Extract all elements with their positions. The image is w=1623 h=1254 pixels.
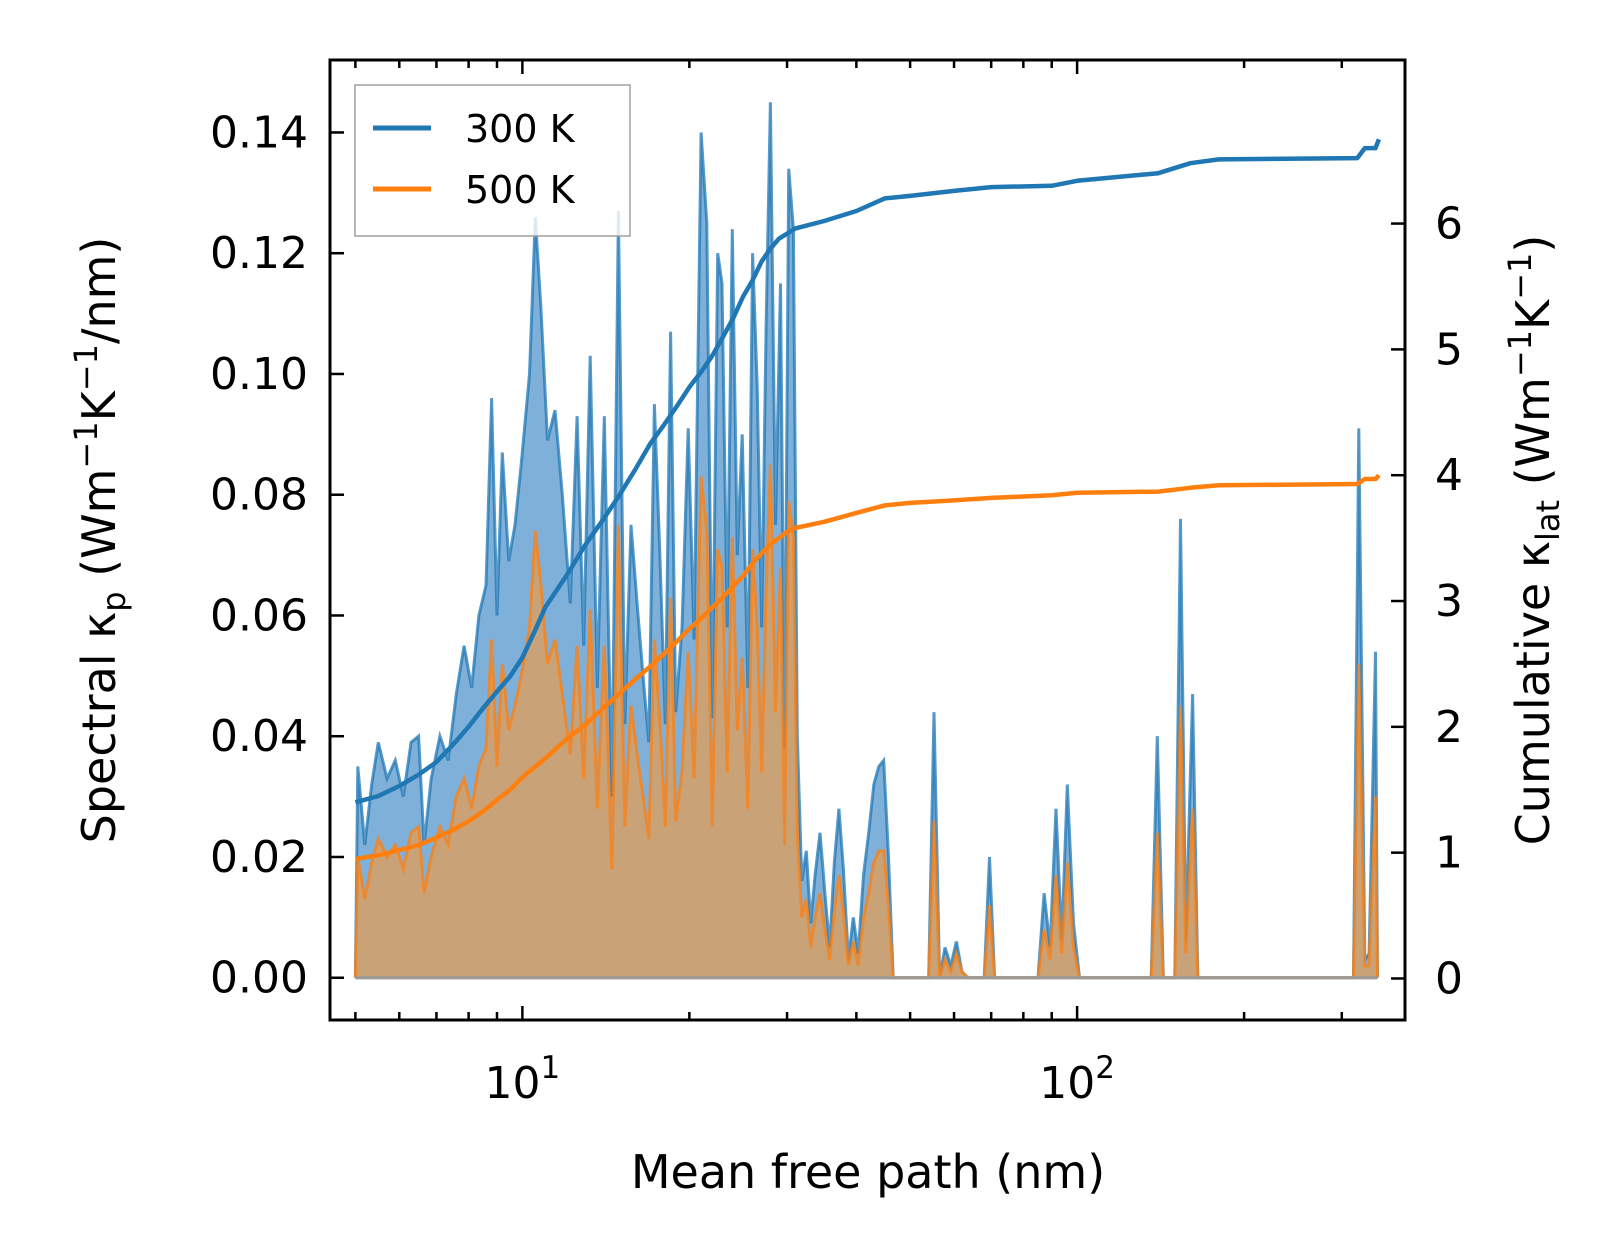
y-left-title-sup1: −1 bbox=[67, 421, 105, 468]
y-right-tick-label: 6 bbox=[1435, 199, 1463, 250]
plot-frame bbox=[328, 58, 1407, 1022]
y-left-tick-label: 0.04 bbox=[210, 711, 308, 762]
y-left-axis-title: Spectral κp (Wm−1K−1/nm) bbox=[67, 237, 133, 844]
y-right-tick-label: 4 bbox=[1435, 450, 1463, 501]
x-tick-label-exp: 2 bbox=[1095, 1050, 1115, 1086]
y-right-tick-label: 3 bbox=[1435, 576, 1463, 627]
y-right-tick-label: 2 bbox=[1435, 702, 1463, 753]
y-left-tick-label: 0.12 bbox=[210, 228, 308, 279]
y-right-title-post2: K bbox=[1506, 298, 1560, 330]
ticks: 0.00 0.02 0.04 0.06 0.08 0.10 0.12 0.14 0 1 2 3 4 5 6 1… bbox=[210, 60, 1463, 1109]
y-left-title-pre: Spectral κ bbox=[72, 612, 126, 844]
y-left-title-post1: (Wm bbox=[72, 469, 126, 592]
cumulative-line-300k bbox=[354, 138, 1381, 805]
y-right-title-sup1: −1 bbox=[1501, 330, 1539, 377]
y-left-tick-label: 0.10 bbox=[210, 349, 308, 400]
y-left-title-sub: p bbox=[95, 591, 133, 611]
x-tick-label: 102 bbox=[1039, 1050, 1115, 1109]
legend-label-500k: 500 K bbox=[465, 168, 576, 212]
y-left-tick-label: 0.06 bbox=[210, 590, 308, 641]
y-right-title-post3: ) bbox=[1506, 235, 1560, 253]
y-right-title-sub: lat bbox=[1529, 500, 1567, 541]
y-right-title-pre: Cumulative κ bbox=[1506, 541, 1560, 845]
y-right-title-post1: (Wm bbox=[1506, 377, 1560, 500]
y-right-axis-title: Cumulative κlat (Wm−1K−1) bbox=[1501, 235, 1567, 846]
legend-box bbox=[354, 84, 631, 237]
y-left-tick-label: 0.02 bbox=[210, 832, 308, 883]
x-tick-label-base: 10 bbox=[1039, 1058, 1095, 1109]
legend-label-300k: 300 K bbox=[465, 107, 576, 151]
cumulative-line-500k bbox=[355, 473, 1381, 862]
y-right-tick-label: 5 bbox=[1435, 324, 1463, 375]
legend: 300 K 500 K bbox=[354, 84, 631, 237]
y-left-title-sup2: −1 bbox=[67, 344, 105, 391]
y-left-tick-label: 0.08 bbox=[210, 470, 308, 521]
y-left-tick-label: 0.14 bbox=[210, 107, 308, 158]
series-lines bbox=[354, 138, 1381, 862]
spectral-fills bbox=[353, 102, 1379, 980]
y-right-tick-label: 1 bbox=[1435, 828, 1463, 879]
y-right-title-sup2: −1 bbox=[1501, 253, 1539, 300]
y-right-tick-label: 0 bbox=[1435, 953, 1463, 1004]
x-axis-title: Mean free path (nm) bbox=[631, 1145, 1105, 1199]
y-left-tick-label: 0.00 bbox=[210, 953, 308, 1004]
x-tick-label-exp: 1 bbox=[541, 1050, 561, 1086]
x-tick-label-base: 10 bbox=[485, 1058, 541, 1109]
x-tick-label: 101 bbox=[485, 1050, 561, 1109]
y-left-title-post2: K bbox=[72, 389, 126, 421]
y-left-title-post3: /nm) bbox=[72, 237, 126, 344]
